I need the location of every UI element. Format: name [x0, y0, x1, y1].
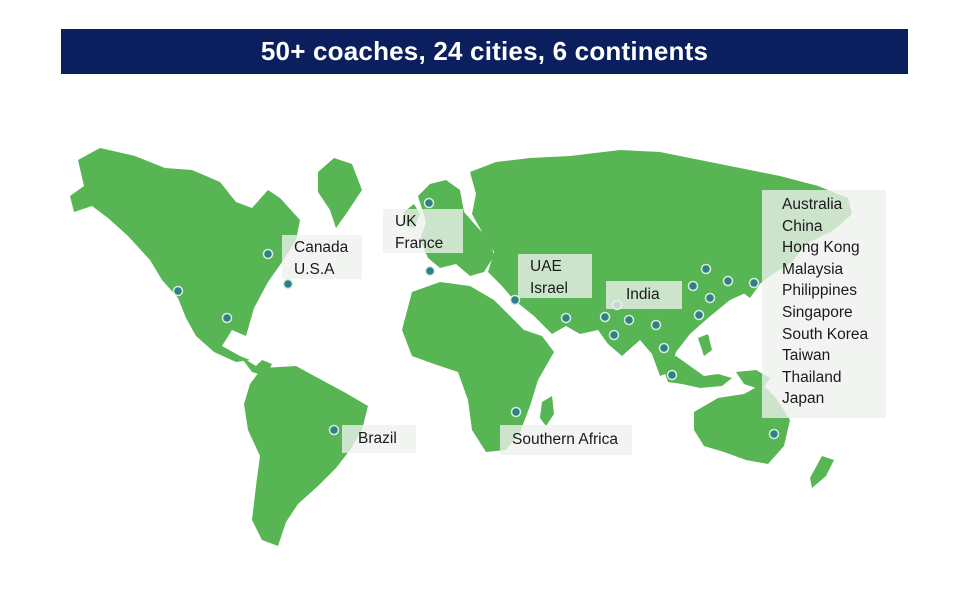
label-usa: U.S.A [294, 261, 335, 278]
label-canada: Canada [294, 239, 349, 256]
label-south-america: Brazil [342, 425, 416, 453]
label-north-america: Canada U.S.A [282, 235, 362, 279]
map-pin-dot-icon [687, 280, 699, 292]
label-india: India [626, 286, 660, 303]
map-pin-dot-icon [510, 406, 522, 418]
map-pin-dot-icon [623, 314, 635, 326]
label-singapore: Singapore [782, 303, 853, 321]
new-zealand-landmass [810, 456, 834, 488]
label-japan: Japan [782, 390, 825, 408]
south-america-landmass [244, 366, 368, 546]
label-europe: UK France [383, 209, 463, 253]
label-brazil: Brazil [358, 430, 397, 447]
map-pin-dot-icon [658, 342, 670, 354]
map-pin-dot-icon [722, 275, 734, 287]
label-hong-kong: Hong Kong [782, 239, 860, 257]
map-pin-dot-icon [693, 309, 705, 321]
label-france: France [395, 235, 444, 252]
map-pin-dot-icon [666, 369, 678, 381]
map-pin-dot-icon [700, 263, 712, 275]
label-thailand: Thailand [782, 368, 842, 386]
label-australia: Australia [782, 196, 843, 213]
map-pin-dot-icon [262, 248, 274, 260]
label-southern-africa: Southern Africa [512, 431, 618, 448]
southeast-asia-islands [660, 356, 732, 388]
map-pin-dot-icon [650, 319, 662, 331]
map-pin-dot-icon [509, 294, 521, 306]
philippines-landmass [698, 334, 712, 356]
map-pin-dot-icon [172, 285, 184, 297]
label-philippines: Philippines [782, 282, 857, 300]
greenland-landmass [318, 158, 362, 228]
map-pin-dot-icon [560, 312, 572, 324]
title-banner: 50+ coaches, 24 cities, 6 continents [61, 29, 908, 74]
label-south-korea: South Korea [782, 325, 869, 343]
label-china: China [782, 217, 823, 235]
banner-title: 50+ coaches, 24 cities, 6 continents [260, 36, 709, 66]
map-pin-dot-icon [282, 278, 294, 290]
map-pin-dot-icon [748, 277, 760, 289]
label-india-box: India [606, 281, 682, 309]
label-africa: Southern Africa [500, 425, 632, 455]
label-uk: UK [395, 213, 417, 230]
label-asia-pacific: Australia China Hong Kong Malaysia Phili… [762, 190, 886, 418]
label-taiwan: Taiwan [782, 347, 831, 365]
map-pin-dot-icon [423, 197, 435, 209]
map-pin-dot-icon [328, 424, 340, 436]
label-middle-east: UAE Israel [518, 254, 592, 298]
north-america-landmass [70, 148, 300, 362]
map-pin-dot-icon [768, 428, 780, 440]
indonesia-east-landmass [736, 370, 770, 390]
map-pin-dot-icon [424, 265, 436, 277]
label-uae: UAE [530, 258, 562, 275]
madagascar-landmass [540, 396, 554, 426]
map-pin-dot-icon [608, 329, 620, 341]
map-pin-dot-icon [221, 312, 233, 324]
label-israel: Israel [530, 280, 568, 297]
label-malaysia: Malaysia [782, 260, 844, 278]
map-pin-dot-icon [599, 311, 611, 323]
map-pin-dot-icon [704, 292, 716, 304]
